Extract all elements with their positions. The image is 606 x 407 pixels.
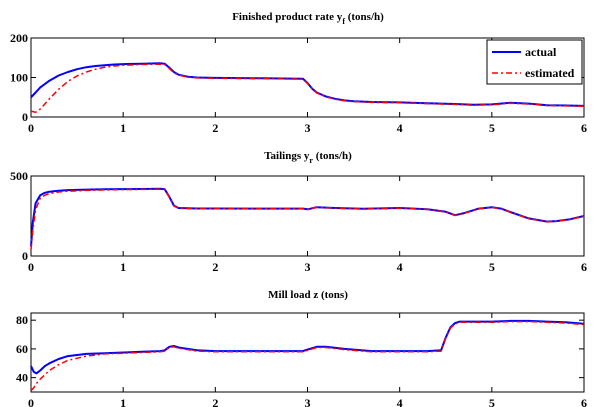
subplot-2-ticks: 0 1 2 3 4 5 6 0 500: [10, 169, 587, 274]
series-line-estimated: [30, 188, 585, 250]
legend-box: [486, 39, 583, 85]
legend: actual estimated: [486, 39, 583, 85]
x-tick-label: 6: [581, 396, 587, 407]
x-tick-label: 2: [212, 260, 218, 274]
legend-label-actual: actual: [525, 45, 557, 59]
x-tick-label: 3: [305, 260, 311, 274]
subplot-mill-load: Mill load z (tons) 0 1 2 3 4 5 6 40 60 80: [16, 289, 587, 407]
y-tick-label: 40: [16, 371, 28, 385]
subplot-3-title: Mill load z (tons): [268, 289, 348, 301]
series-line-estimated: [30, 320, 585, 392]
x-tick-label: 4: [397, 121, 403, 135]
x-tick-label: 0: [28, 396, 34, 407]
x-tick-label: 5: [489, 396, 495, 407]
x-tick-label: 0: [28, 121, 34, 135]
subplot-tailings: Tailings yr (tons/h) 0 1 2 3 4 5 6 0 500: [10, 150, 587, 274]
y-tick-label: 500: [10, 169, 28, 183]
y-tick-label: 80: [16, 313, 28, 327]
subplot-1-ticks: 0 1 2 3 4 5 6 0 100 200: [10, 31, 587, 135]
x-tick-label: 3: [305, 396, 311, 407]
subplot-1-lines: [30, 62, 585, 114]
x-tick-label: 6: [581, 121, 587, 135]
x-tick-label: 3: [305, 121, 311, 135]
y-tick-label: 200: [10, 31, 28, 45]
x-tick-label: 2: [212, 121, 218, 135]
x-tick-label: 1: [120, 260, 126, 274]
subplot-1-title: Finished product rate yf (tons/h): [232, 11, 384, 26]
subplot-3-lines: [30, 319, 585, 392]
x-tick-label: 2: [212, 396, 218, 407]
x-tick-label: 4: [397, 396, 403, 407]
y-tick-label: 100: [10, 71, 28, 85]
x-tick-label: 1: [120, 121, 126, 135]
x-tick-label: 4: [397, 260, 403, 274]
subplot-2-title: Tailings yr (tons/h): [264, 150, 352, 165]
x-tick-label: 5: [489, 121, 495, 135]
x-tick-label: 5: [489, 260, 495, 274]
y-tick-label: 0: [22, 249, 28, 263]
x-tick-label: 6: [581, 260, 587, 274]
subplot-3-ticks: 0 1 2 3 4 5 6 40 60 80: [16, 313, 587, 407]
y-tick-label: 0: [22, 110, 28, 124]
x-tick-label: 0: [28, 260, 34, 274]
y-tick-label: 60: [16, 342, 28, 356]
series-line-estimated: [30, 63, 585, 114]
series-line-actual: [30, 62, 585, 107]
subplot-2-lines: [30, 187, 585, 250]
x-tick-label: 1: [120, 396, 126, 407]
subplot-finished-product-rate: Finished product rate yf (tons/h) 0 1 2 3 4 5…: [10, 11, 587, 135]
legend-label-estimated: estimated: [525, 66, 575, 80]
